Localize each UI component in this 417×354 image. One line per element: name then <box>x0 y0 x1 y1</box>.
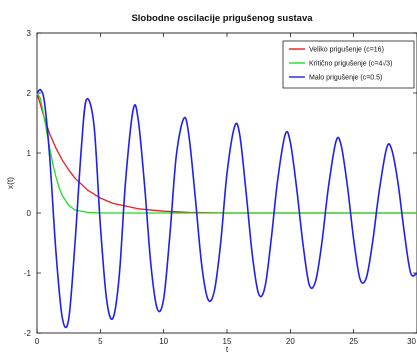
series-line-malo <box>36 88 417 329</box>
series-line-kriticno <box>36 92 417 214</box>
legend: Veliko prigušenje (c=16) Kritično priguše… <box>282 40 415 89</box>
x-tick-label: 5 <box>98 337 103 346</box>
y-tick-label: 1 <box>27 149 32 158</box>
x-tick-label: 20 <box>286 337 295 346</box>
x-tick-label: 0 <box>35 337 40 346</box>
legend-label: Malo prigušenje (c=0.5) <box>309 75 382 82</box>
y-tick-label: 0 <box>27 209 32 218</box>
y-tick-label: -2 <box>24 329 32 338</box>
y-axis: -2 -1 0 1 2 3 <box>24 29 417 338</box>
x-tick-label: 10 <box>159 337 168 346</box>
chart-title: Slobodne oscilacije prigušenog sustava <box>131 13 313 24</box>
y-tick-label: 2 <box>27 89 32 98</box>
x-tick-label: 30 <box>407 337 416 346</box>
y-tick-label: 3 <box>27 29 32 38</box>
x-tick-label: 15 <box>223 337 232 346</box>
legend-box <box>282 40 415 89</box>
series-layer <box>36 88 417 329</box>
legend-label: Veliko prigušenje (c=16) <box>309 47 384 54</box>
x-tick-label: 25 <box>349 337 358 346</box>
y-axis-label: x(t) <box>5 177 15 189</box>
legend-items: Veliko prigušenje (c=16) Kritično priguše… <box>289 47 392 82</box>
x-axis-label: t <box>226 344 229 354</box>
y-tick-label: -1 <box>24 269 32 278</box>
legend-label: Kritično prigušenje (c=4√3) <box>309 60 392 68</box>
x-axis: 0 5 10 15 20 25 30 <box>35 33 417 346</box>
